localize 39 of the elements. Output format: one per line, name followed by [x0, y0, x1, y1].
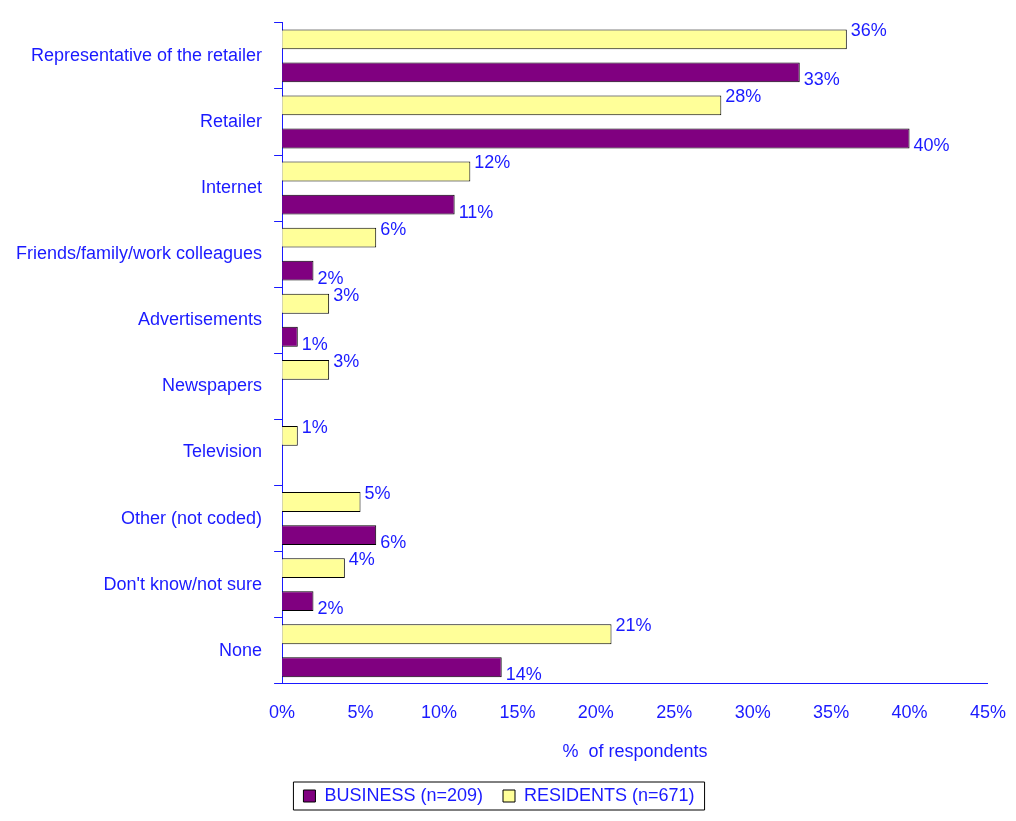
y-tick-label: Retailer	[200, 110, 263, 131]
x-tick-label: 40%	[891, 701, 928, 722]
data-label: 2%	[317, 598, 344, 619]
x-tick-label: 10%	[420, 701, 457, 722]
data-label: 21%	[615, 615, 652, 636]
x-tick-label: 15%	[499, 701, 536, 722]
data-label: 11%	[458, 201, 494, 222]
data-label: 1%	[301, 333, 328, 354]
data-label: 36%	[850, 20, 887, 41]
data-label: 28%	[725, 86, 762, 107]
legend-label: RESIDENTS (n=671)	[524, 784, 695, 805]
data-label: 40%	[913, 135, 950, 156]
x-tick-label: 45%	[969, 701, 1006, 722]
data-label: 4%	[348, 549, 375, 570]
data-label: 6%	[380, 218, 407, 239]
y-tick-label: Advertisements	[138, 309, 263, 330]
x-axis-title: % of respondents	[562, 741, 708, 762]
legend-label: BUSINESS (n=209)	[324, 784, 484, 805]
y-tick-label: Representative of the retailer	[30, 44, 263, 65]
data-label: 5%	[364, 482, 391, 503]
x-tick-label: 20%	[577, 701, 614, 722]
y-tick-label: Television	[183, 441, 263, 462]
x-tick-label: 5%	[347, 701, 374, 722]
x-tick-label: 35%	[813, 701, 850, 722]
data-label: 33%	[803, 69, 840, 90]
y-tick-label: Other (not coded)	[121, 507, 263, 528]
data-label: 1%	[301, 416, 328, 437]
y-tick-label: Internet	[201, 177, 263, 198]
data-label: 14%	[505, 664, 542, 685]
x-tick-label: 30%	[734, 701, 771, 722]
data-label: 3%	[333, 350, 360, 371]
y-tick-label: Don't know/not sure	[103, 573, 263, 594]
x-tick-label: 0%	[269, 701, 296, 722]
y-tick-label: None	[219, 639, 263, 660]
x-tick-label: 25%	[656, 701, 693, 722]
data-label: 12%	[474, 152, 511, 173]
y-tick-label: Newspapers	[162, 375, 263, 396]
data-label: 6%	[380, 532, 407, 553]
y-tick-label: Friends/family/work colleagues	[16, 243, 263, 264]
